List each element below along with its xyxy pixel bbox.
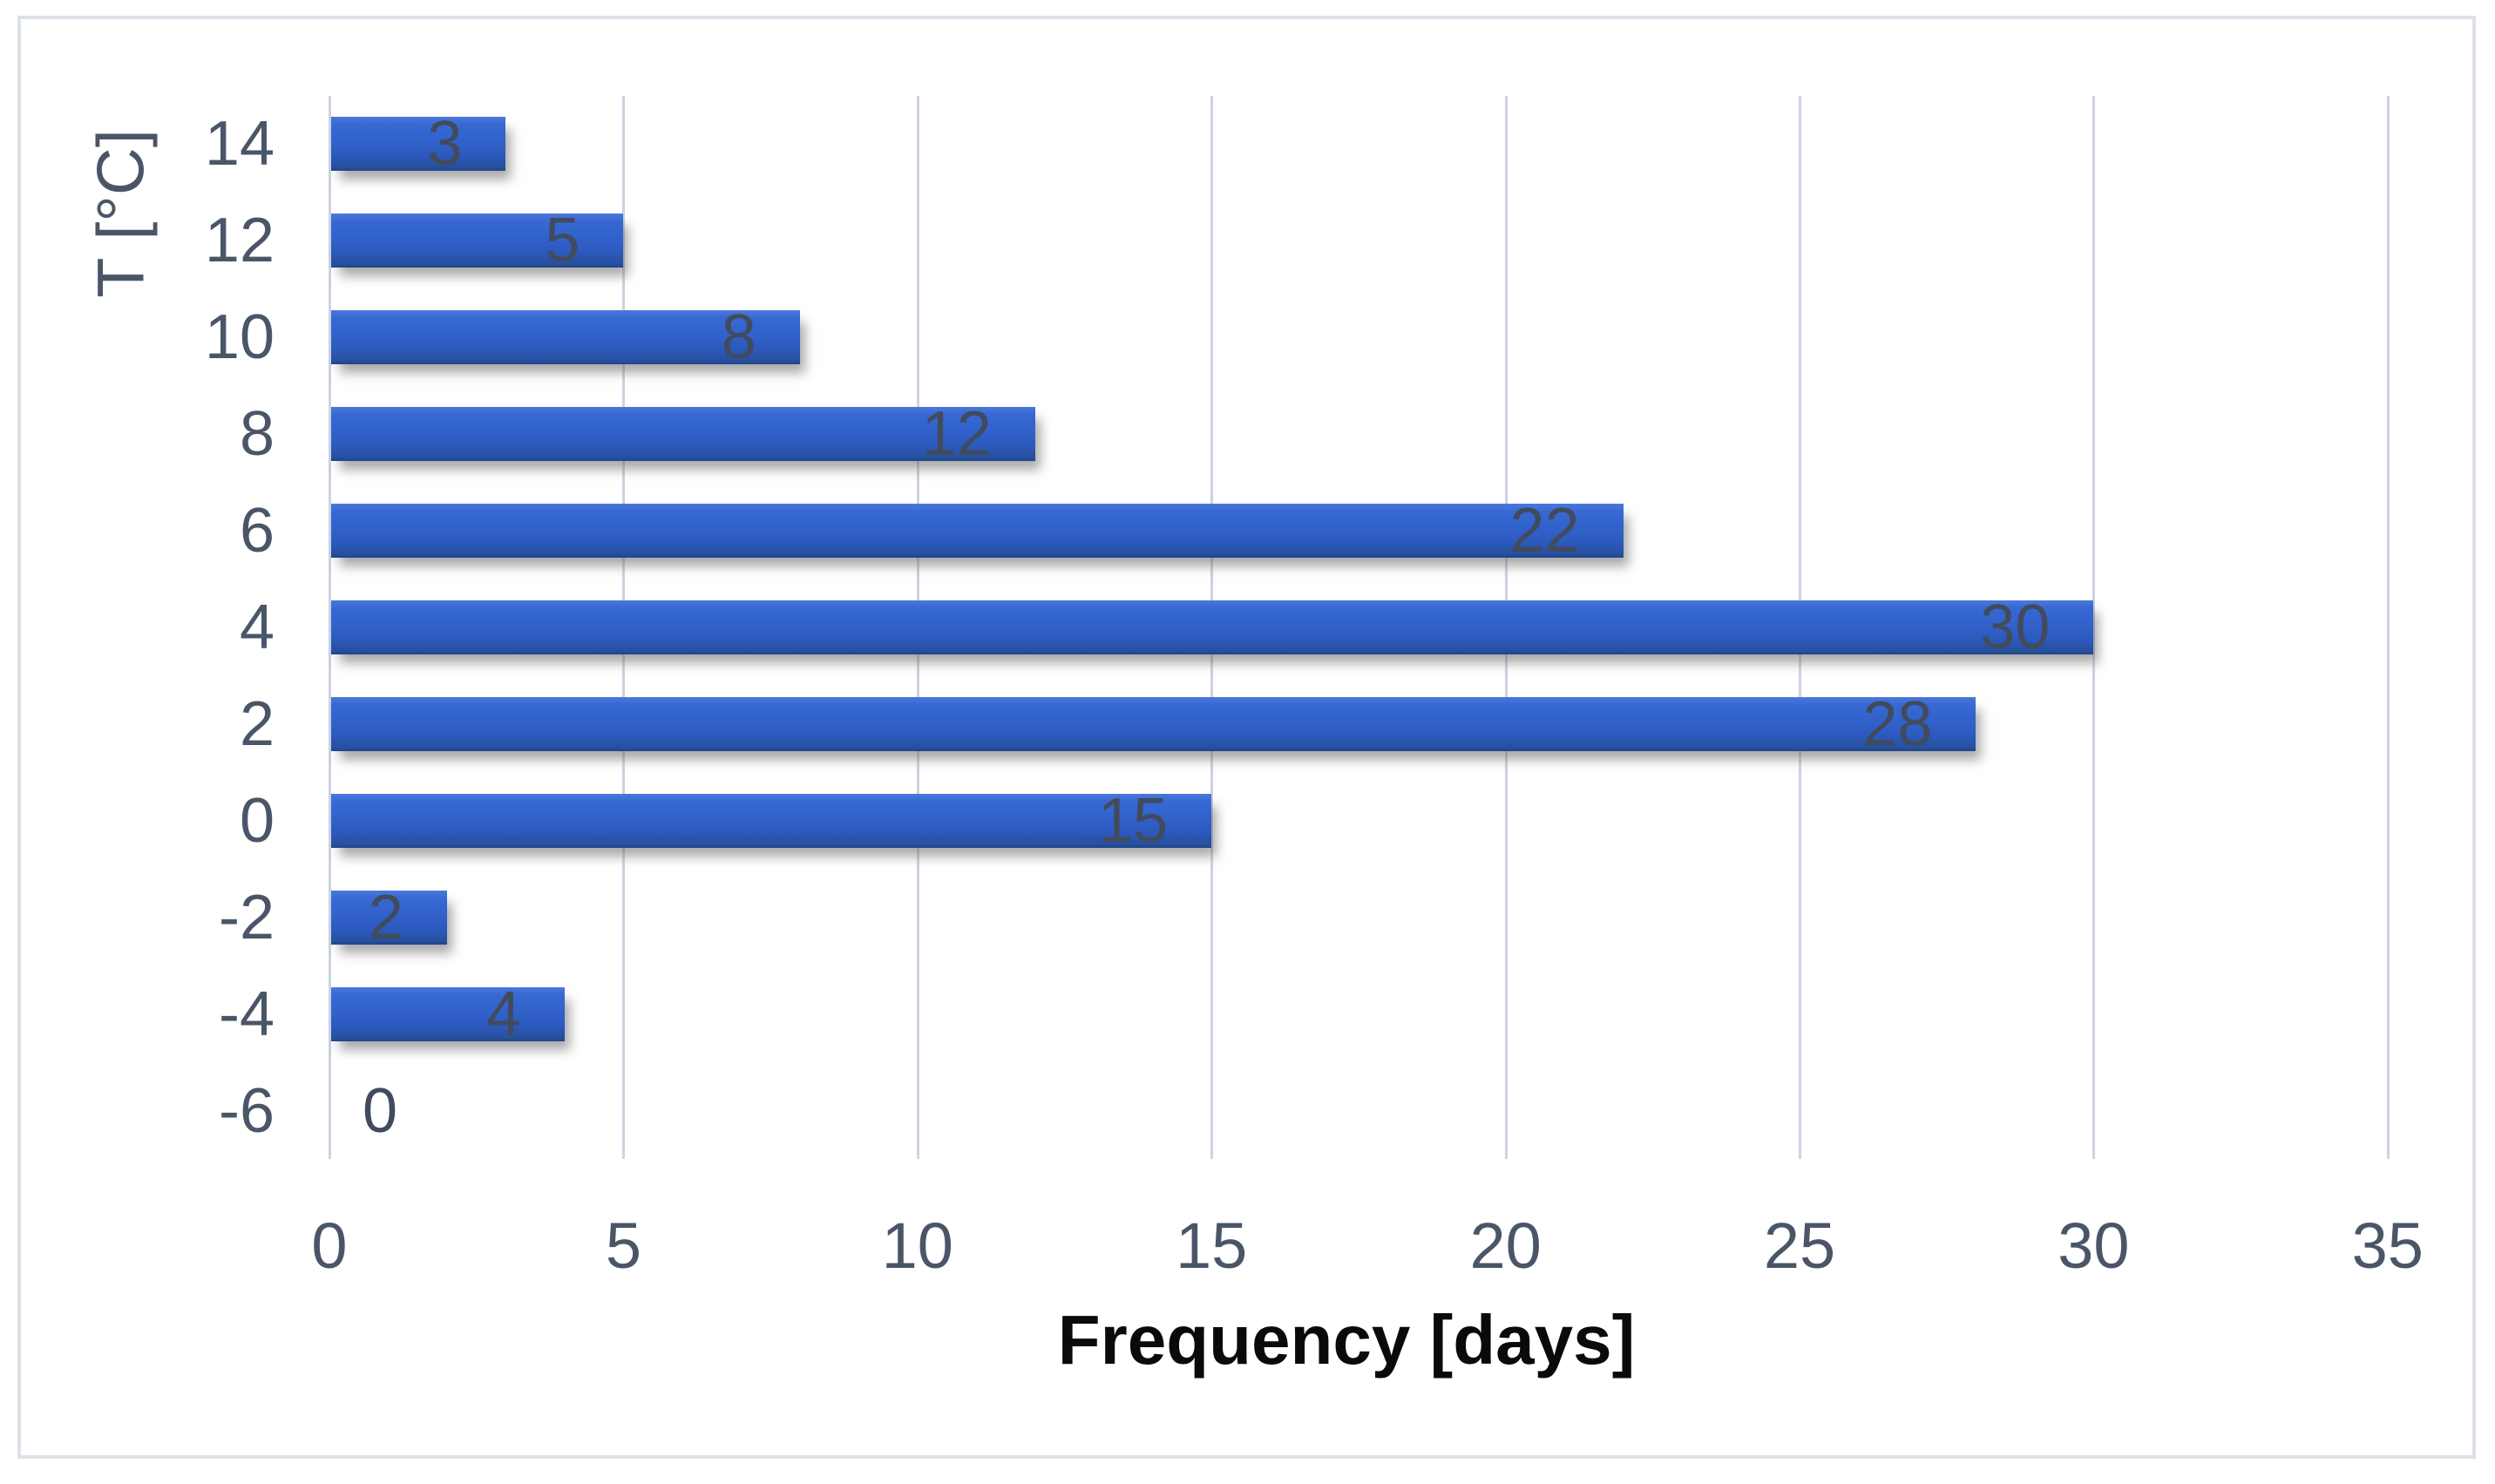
y-axis-tick-label: -4 [218,979,275,1049]
bar-data-label: 4 [485,979,521,1049]
y-axis-tick-label: -6 [218,1075,275,1146]
bar [331,793,1212,848]
x-axis-tick-label: 15 [1176,1210,1248,1282]
x-axis-tick-label: 30 [2058,1210,2130,1282]
bar-data-label: 28 [1862,688,1933,759]
bar-data-label: 8 [721,302,756,373]
bar-data-label: 2 [368,882,403,952]
bar [331,890,447,945]
y-axis-tick-label: 10 [204,302,275,373]
x-axis-title: Frequency [days] [1057,1301,1636,1379]
y-axis-title: T [°C] [84,129,159,298]
y-axis-tick-label: 0 [239,785,275,856]
bar-data-label: 0 [363,1075,398,1146]
x-axis-tick-label: 25 [1763,1210,1836,1282]
bar [331,504,1624,559]
bar-data-label: 22 [1509,496,1580,566]
bar [331,310,800,365]
bar-data-label: 3 [427,109,463,180]
y-axis-tick-label: 6 [239,496,275,566]
y-axis-tick-label: 4 [239,593,275,662]
bar-data-label: 30 [1980,593,2051,662]
bar [331,213,624,268]
x-axis-tick-label: 35 [2351,1210,2424,1282]
bar-data-label: 5 [545,206,580,276]
bar-data-label: 15 [1098,785,1169,856]
y-axis-tick-label: 8 [239,399,275,470]
y-axis-tick-label: -2 [218,882,275,952]
bar [331,117,506,172]
bar [331,986,565,1041]
bar [331,600,2094,654]
gridline [2092,96,2096,1159]
x-axis-tick-label: 5 [605,1210,641,1282]
gridline [329,96,331,1159]
bar [331,696,1976,751]
bar [331,407,1035,462]
bar-data-label: 12 [921,399,992,470]
y-axis-tick-label: 14 [204,109,275,180]
y-axis-tick-label: 12 [204,206,275,276]
x-axis-tick-label: 10 [881,1210,953,1282]
x-axis-tick-label: 20 [1469,1210,1542,1282]
gridline [2386,96,2390,1159]
y-axis-tick-label: 2 [239,688,275,759]
x-axis-tick-label: 0 [311,1210,348,1282]
